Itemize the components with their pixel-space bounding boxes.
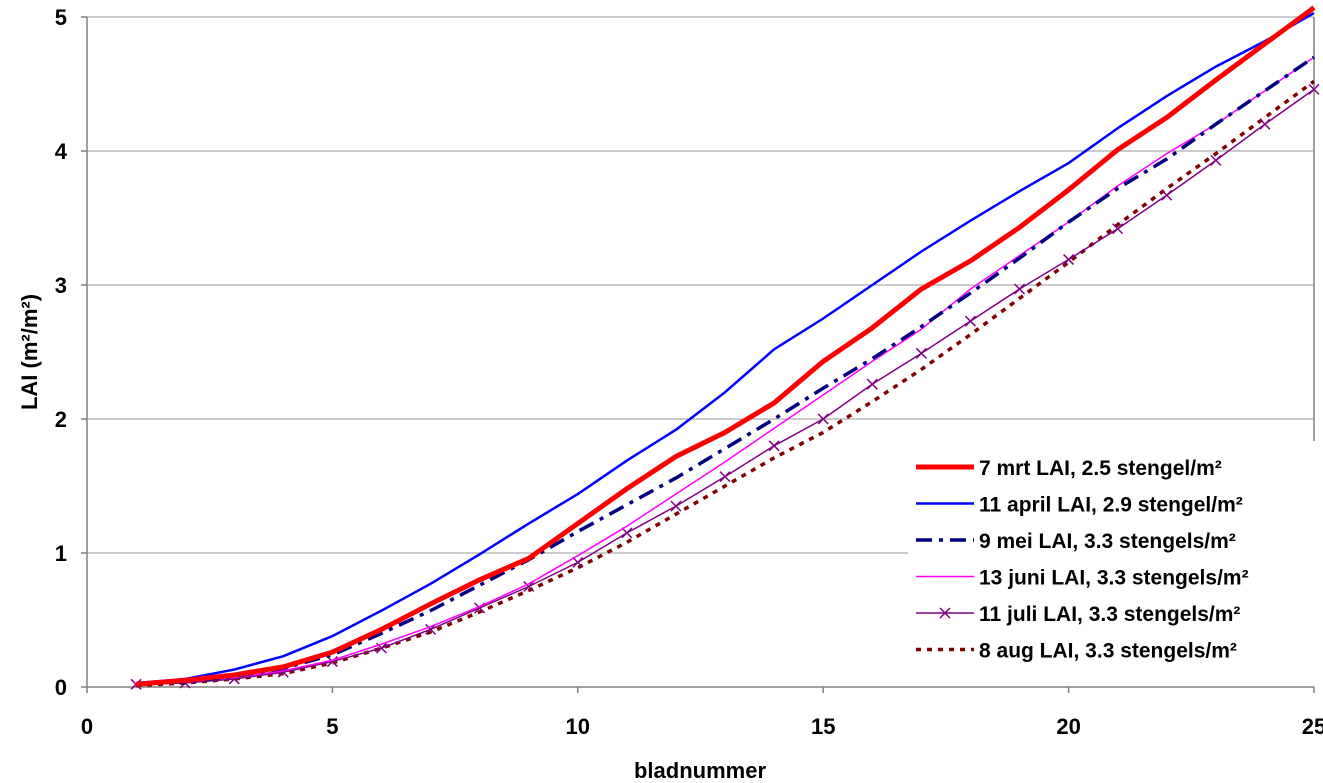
y-tick-label-2: 2 bbox=[55, 407, 67, 432]
series-5-point-marker bbox=[817, 413, 829, 425]
y-tick-label-0: 0 bbox=[55, 675, 67, 700]
series-2 bbox=[135, 11, 1315, 685]
series-5-point-marker bbox=[1013, 283, 1026, 295]
series-line-6 bbox=[135, 79, 1316, 688]
series-5-point-marker bbox=[523, 580, 535, 593]
legend-label-1: 7 mrt LAI, 2.5 stengel/m² bbox=[979, 457, 1222, 480]
series-5-point-marker bbox=[1112, 223, 1124, 235]
axes bbox=[86, 17, 1315, 688]
series-5-point-marker bbox=[1259, 118, 1271, 130]
series-line-2 bbox=[135, 11, 1315, 685]
series-5-point-marker bbox=[621, 527, 633, 539]
series-line-4 bbox=[136, 56, 1315, 686]
series-5-point-marker bbox=[1161, 189, 1173, 201]
legend-label-6: 8 aug LAI, 3.3 stengels/m² bbox=[979, 640, 1237, 663]
series-5-point-marker bbox=[326, 656, 338, 668]
series-5-point-marker bbox=[572, 556, 584, 568]
series-3 bbox=[135, 55, 1315, 687]
legend-label-3: 9 mei LAI, 3.3 stengels/m² bbox=[979, 530, 1236, 553]
legend-box bbox=[908, 446, 1322, 683]
series-line-3 bbox=[135, 55, 1315, 687]
x-tick-label-0: 0 bbox=[81, 714, 93, 739]
series-5-point-marker bbox=[719, 471, 731, 483]
legend-label-5: 11 juli LAI, 3.3 stengels/m² bbox=[979, 603, 1240, 626]
y-tick-label-4: 4 bbox=[55, 139, 68, 164]
legend-label-4: 13 juni LAI, 3.3 stengels/m² bbox=[979, 567, 1249, 590]
series-line-1 bbox=[135, 5, 1316, 687]
x-tick-label-25: 25 bbox=[1302, 714, 1323, 739]
series-4 bbox=[136, 56, 1315, 686]
x-tick-label-15: 15 bbox=[811, 714, 835, 739]
y-tick-label-1: 1 bbox=[55, 541, 67, 566]
y-tick-label-5: 5 bbox=[55, 5, 67, 30]
series-5-point-marker bbox=[1210, 154, 1222, 166]
series-group bbox=[130, 5, 1320, 690]
y-tick-labels: 0 1 2 3 4 5 bbox=[55, 5, 87, 700]
series-5-point-marker bbox=[670, 500, 682, 512]
y-tick-label-3: 3 bbox=[55, 273, 67, 298]
series-5-point-marker bbox=[915, 347, 927, 359]
series-5-point-marker bbox=[768, 440, 780, 452]
x-tick-labels: 0 5 10 15 20 25 bbox=[81, 687, 1323, 739]
y-axis-title: LAI (m²/m²) bbox=[17, 294, 42, 410]
series-6 bbox=[135, 79, 1316, 688]
series-1 bbox=[135, 5, 1316, 687]
series-5-point-marker bbox=[1308, 83, 1320, 95]
legend: 7 mrt LAI, 2.5 stengel/m² 11 april LAI, 2… bbox=[908, 446, 1322, 683]
x-tick-label-5: 5 bbox=[326, 714, 338, 739]
series-5-point-marker bbox=[1063, 254, 1075, 266]
x-tick-label-10: 10 bbox=[566, 714, 590, 739]
legend-marker-5 bbox=[939, 607, 951, 619]
series-5-point-marker bbox=[964, 315, 976, 327]
legend-label-2: 11 april LAI, 2.9 stengel/m² bbox=[979, 494, 1243, 517]
x-axis-title: bladnummer bbox=[634, 758, 766, 783]
x-tick-label-20: 20 bbox=[1056, 714, 1080, 739]
series-5-point-marker bbox=[866, 378, 878, 390]
